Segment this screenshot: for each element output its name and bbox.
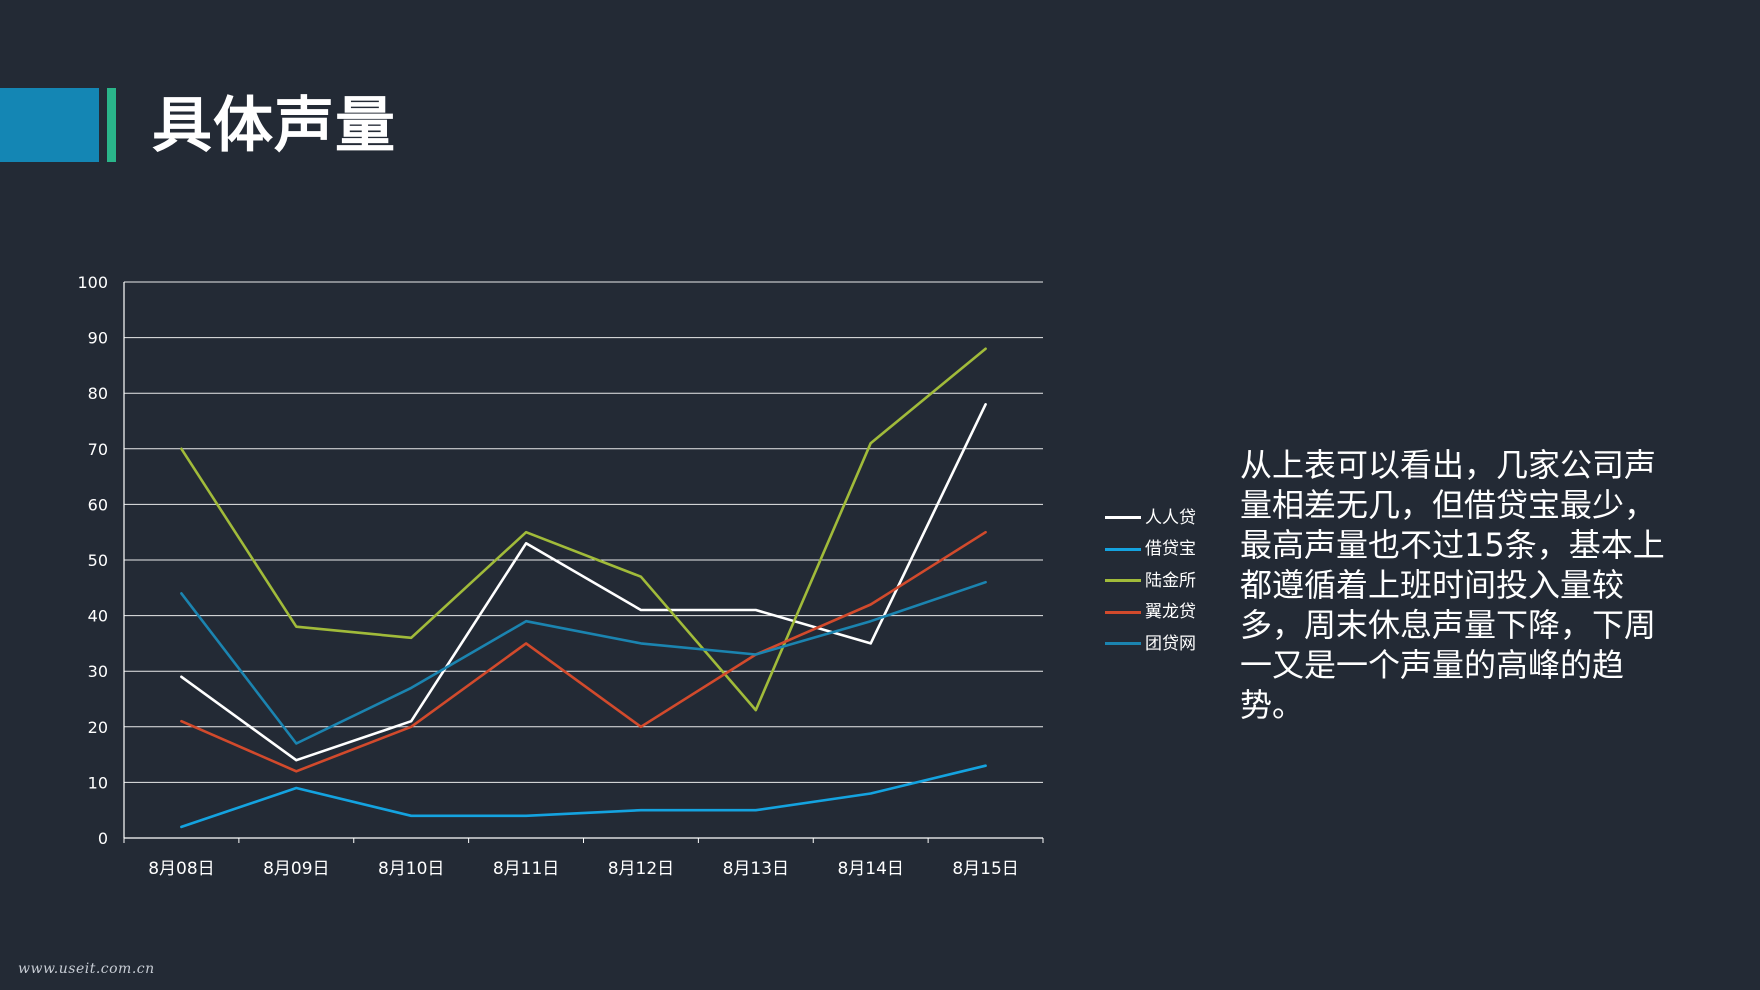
y-tick-label: 0 [98, 829, 108, 848]
x-tick-label: 8月10日 [378, 859, 444, 879]
y-tick-label: 100 [77, 273, 108, 292]
legend-item: 人人贷 [1105, 502, 1196, 534]
legend-item: 陆金所 [1105, 565, 1196, 597]
x-tick-label: 8月12日 [608, 859, 674, 879]
legend-label: 团贷网 [1145, 633, 1196, 654]
series-line [180, 402, 987, 762]
legend-label: 陆金所 [1145, 570, 1196, 591]
y-tick-label: 50 [88, 551, 108, 570]
legend-swatch [1105, 579, 1141, 583]
x-tick-label: 8月15日 [952, 859, 1018, 879]
legend-item: 翼龙贷 [1105, 597, 1196, 629]
watermark-text: www.useit.com.cn [18, 961, 155, 977]
legend-item: 团贷网 [1105, 628, 1196, 660]
y-tick-label: 60 [88, 495, 108, 514]
y-tick-label: 90 [88, 329, 108, 348]
title-accent-stripe [107, 88, 116, 162]
line-chart: 0 10 20 30 40 50 60 70 80 90 100 8月08日 8月09日 8月10日 8月1… [77, 273, 1044, 879]
legend-swatch [1105, 642, 1141, 646]
series-line [180, 764, 987, 829]
series-line [180, 580, 987, 745]
summary-text: 从上表可以看出，几家公司声量相差无几，但借贷宝最少，最高声量也不过15条，基本上… [1240, 446, 1665, 724]
y-tick-label: 40 [88, 607, 108, 626]
slide-title: 具体声量 [152, 91, 396, 161]
y-tick-label: 30 [88, 662, 108, 681]
chart-legend: 人人贷借贷宝陆金所翼龙贷团贷网 [1105, 502, 1196, 660]
legend-label: 人人贷 [1145, 507, 1196, 528]
legend-swatch [1105, 516, 1141, 520]
y-tick-label: 10 [88, 773, 108, 792]
legend-swatch [1105, 610, 1141, 614]
y-tick-label: 80 [88, 384, 108, 403]
x-tick-label: 8月14日 [837, 859, 903, 879]
legend-item: 借贷宝 [1105, 534, 1196, 566]
y-tick-label: 70 [88, 440, 108, 459]
series-line [180, 347, 987, 712]
x-tick-label: 8月09日 [263, 859, 329, 879]
legend-label: 借贷宝 [1145, 539, 1196, 560]
x-tick-label: 8月08日 [148, 859, 214, 879]
series-line [180, 530, 987, 773]
x-tick-label: 8月13日 [723, 859, 789, 879]
legend-swatch [1105, 547, 1141, 551]
y-tick-label: 20 [88, 718, 108, 737]
title-accent-block [0, 88, 99, 162]
legend-label: 翼龙贷 [1145, 602, 1196, 623]
x-tick-label: 8月11日 [493, 859, 559, 879]
